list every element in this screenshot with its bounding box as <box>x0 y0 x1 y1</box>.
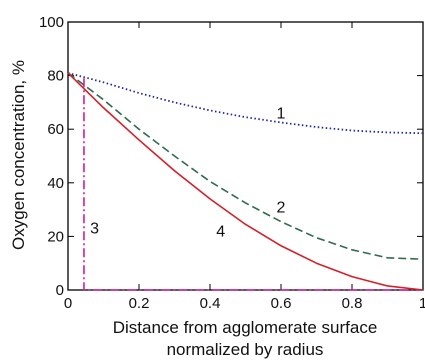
plot-border <box>67 21 424 291</box>
y-tick-label: 60 <box>47 121 64 138</box>
x-axis-label-line1: Distance from agglomerate surface <box>113 318 378 337</box>
y-tick-label: 0 <box>56 282 64 299</box>
y-tick-label: 20 <box>47 228 64 245</box>
y-axis-label: Oxygen concentration, % <box>9 60 28 250</box>
y-tick-label: 80 <box>47 68 64 85</box>
y-tick-label: 100 <box>39 14 64 31</box>
series-line-2 <box>67 72 424 260</box>
series-line-4 <box>67 72 424 291</box>
y-tick-label: 40 <box>47 175 64 192</box>
x-tick-label: 0.4 <box>200 295 221 312</box>
curve-label-4: 4 <box>216 223 225 240</box>
curve-label-2: 2 <box>277 199 286 216</box>
series-layer <box>67 72 424 291</box>
series-line-1 <box>67 72 424 135</box>
curve-label-3: 3 <box>90 221 99 238</box>
plot-frame <box>67 21 424 291</box>
axis-ticks: 0 0.2 0.4 0.6 0.8 1 0 20 40 60 80 100 <box>39 14 425 312</box>
x-tick-label: 0.6 <box>271 295 292 312</box>
x-tick-label: 1 <box>419 295 425 312</box>
curve-label-1: 1 <box>277 105 286 122</box>
curve-labels: 1 2 3 4 <box>90 105 285 240</box>
x-tick-label: 0.8 <box>342 295 363 312</box>
series-line-3 <box>83 78 423 291</box>
x-tick-label: 0 <box>64 295 72 312</box>
x-tick-label: 0.2 <box>129 295 150 312</box>
x-axis-label-line2: normalized by radius <box>167 340 324 359</box>
